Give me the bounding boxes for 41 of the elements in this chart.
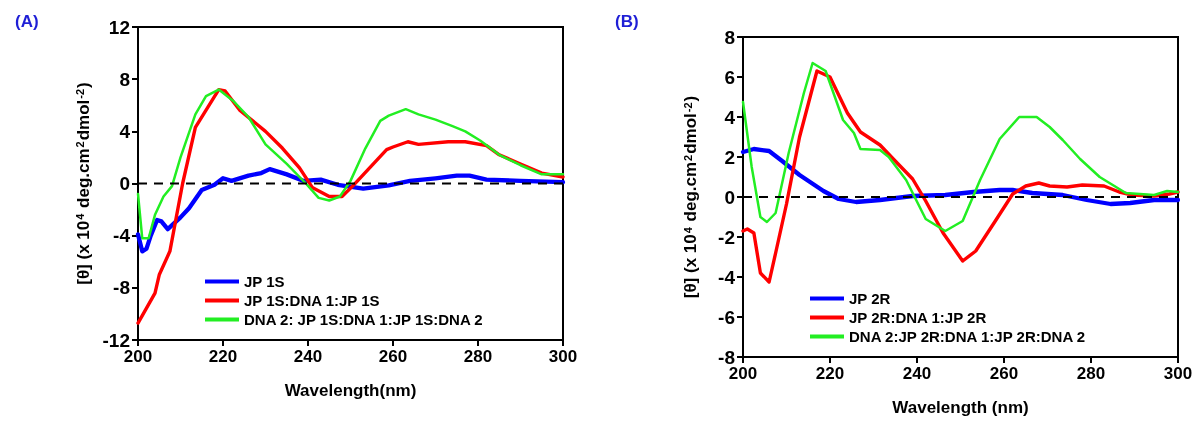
y-tick-label: -2 <box>718 226 735 248</box>
y-tick-label: 12 <box>108 16 130 38</box>
x-tick-label: 300 <box>548 347 578 366</box>
line-series <box>741 69 1180 284</box>
y-tick-label: 4 <box>119 120 131 142</box>
x-axis-title: Wavelength(nm) <box>284 381 417 400</box>
line-series <box>136 88 565 240</box>
y-tick-label: -4 <box>718 266 736 288</box>
y-tick-label: -6 <box>718 306 735 328</box>
x-tick-label: 220 <box>208 347 238 366</box>
x-tick-label: 220 <box>815 364 845 383</box>
y-axis-title: [θ] (x 104 deg.cm2dmol-2) <box>73 82 93 285</box>
y-tick-label: 0 <box>724 186 735 208</box>
chart-title: (B) <box>615 12 639 31</box>
legend-label: DNA 2: JP 1S:DNA 1:JP 1S:DNA 2 <box>244 311 483 328</box>
legend-label: DNA 2:JP 2R:DNA 1:JP 2R:DNA 2 <box>849 328 1086 345</box>
x-tick-label: 300 <box>1163 364 1193 383</box>
y-tick-label: 0 <box>119 173 130 194</box>
y-axis-title: [θ] (x 104 deg.cm2dmol-2) <box>681 95 700 299</box>
chart-title: (A) <box>15 12 39 31</box>
y-tick-label: 2 <box>724 146 735 168</box>
y-tick-label: 8 <box>724 26 735 48</box>
x-tick-label: 240 <box>902 364 932 383</box>
x-tick-label: 240 <box>293 347 323 366</box>
legend-label: JP 2R:DNA 1:JP 2R <box>849 309 987 326</box>
x-tick-label: 280 <box>463 347 493 366</box>
x-tick-label: 260 <box>378 347 408 366</box>
y-tick-label: 4 <box>724 106 736 128</box>
legend-label: JP 1S:DNA 1:JP 1S <box>244 292 380 309</box>
legend-label: JP 2R <box>849 290 891 307</box>
y-tick-label: 6 <box>724 66 735 88</box>
line-series <box>741 61 1180 233</box>
legend-label: JP 1S <box>244 273 285 290</box>
x-tick-label: 280 <box>1076 364 1106 383</box>
y-tick-label: -8 <box>113 277 130 299</box>
y-tick-label: 8 <box>119 68 130 90</box>
x-axis-title: Wavelength (nm) <box>892 398 1029 417</box>
x-tick-label: 260 <box>989 364 1019 383</box>
line-series <box>740 146 1181 207</box>
y-tick-label: -4 <box>113 225 131 247</box>
line-series <box>135 167 566 254</box>
